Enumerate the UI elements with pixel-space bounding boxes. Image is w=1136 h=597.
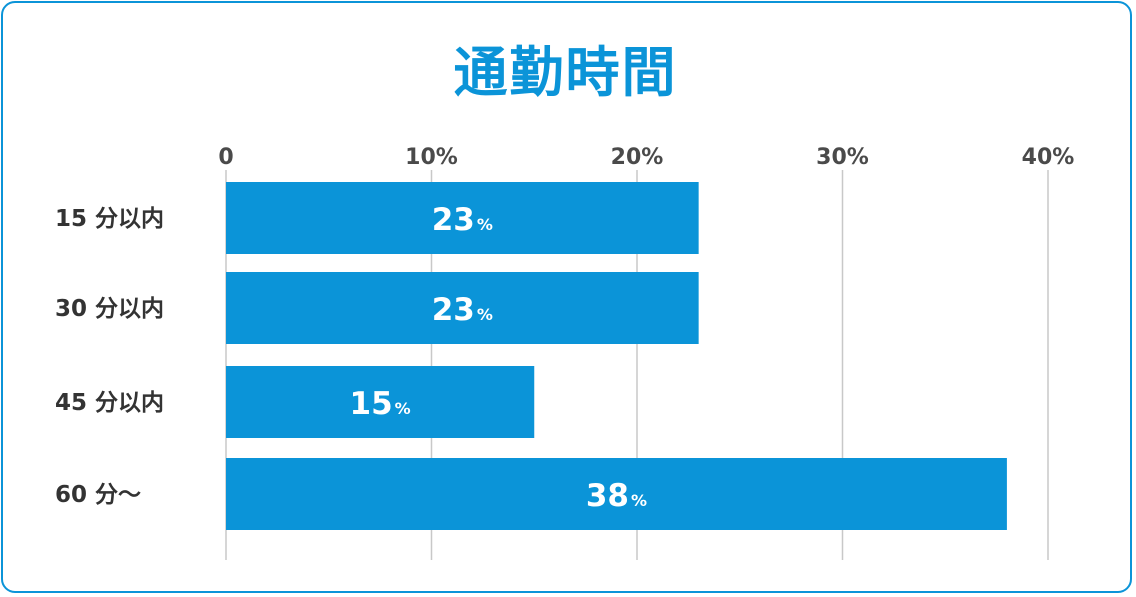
bar-value-label: 23% — [432, 202, 493, 238]
x-tick-label: 20% — [611, 145, 664, 170]
bars — [226, 182, 1007, 530]
x-axis-tick-labels: 0 10% 20% 30% 40% — [218, 145, 1074, 170]
bar-value-labels: 23 % 23 % 15 % 38% — [350, 202, 647, 514]
bar-value-label: 23% — [432, 292, 493, 328]
category-label: 15 分以内 — [55, 206, 164, 232]
bar — [226, 182, 699, 254]
bar — [226, 366, 535, 438]
bar — [226, 272, 699, 344]
category-labels: 15 分以内 30 分以内 45 分以内 60 分～ — [55, 206, 164, 508]
x-tick-label: 30% — [816, 145, 869, 170]
chart-title: 通勤時間 — [453, 41, 678, 104]
category-label: 30 分以内 — [55, 296, 164, 322]
x-tick-label: 0 — [218, 145, 233, 170]
bar-value-label: 15% — [350, 386, 411, 422]
bar-value-label: 38% — [586, 478, 647, 514]
bar — [226, 458, 1007, 530]
category-label: 60 分～ — [55, 482, 141, 508]
x-tick-label: 40% — [1022, 145, 1075, 170]
x-tick-label: 10% — [405, 145, 458, 170]
category-label: 45 分以内 — [55, 390, 164, 416]
